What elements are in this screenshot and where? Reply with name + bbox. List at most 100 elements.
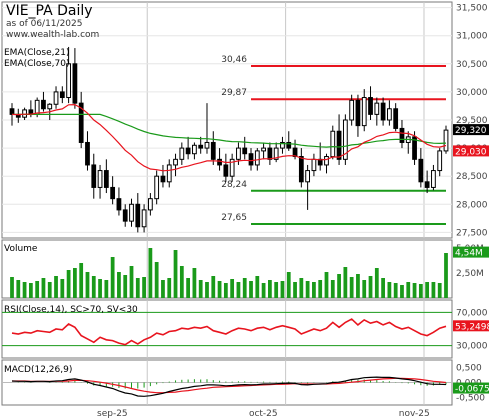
volume-bar-5 [41,278,46,298]
volume-bar-35 [230,279,235,298]
volume-bar-30 [198,280,203,298]
volume-bar-68 [437,283,442,298]
macd-main-line [11,376,447,397]
candle-body-64 [412,136,417,160]
volume-bar-61 [393,283,398,298]
candle-body-4 [34,99,40,115]
level-label-0: 30,46 [221,55,247,65]
volume-bar-63 [406,282,411,298]
rsi-tick-0: 70,000 [456,308,488,318]
candle-body-55 [355,99,361,127]
price-tick-6: 28,500 [456,172,488,182]
volume-bar-56 [362,280,367,298]
volume-bar-33 [217,281,222,298]
candle-body-62 [399,127,405,143]
candle-body-5 [41,99,46,110]
macd-label: MACD(12,26,9) [4,365,72,375]
candle-body-27 [179,147,185,160]
last-price-tag-bg [453,124,489,136]
candle-body-53 [342,119,348,160]
rsi-label: RSI(Close,14), SC>70, SV<30 [4,305,138,315]
volume-bar-48 [312,282,316,298]
volume-bar-64 [412,283,417,298]
candle-body-19 [129,203,134,222]
volume-bar-6 [47,282,52,298]
candle-body-43 [280,141,285,149]
volume-bars [10,248,448,298]
candle-body-10 [72,63,78,104]
candlesticks [9,46,449,233]
volume-bar-19 [129,266,134,298]
volume-bar-1 [16,280,21,298]
volume-bar-62 [400,285,404,298]
candle-body-31 [204,141,210,149]
volume-bar-39 [255,276,260,298]
volume-bar-50 [324,272,329,298]
price-tick-8: 27,500 [456,228,488,238]
price-tick-2: 30,500 [456,60,488,70]
candle-body-17 [116,198,122,211]
volume-bar-17 [117,272,121,298]
candle-body-6 [47,103,53,110]
volume-bar-67 [431,282,436,298]
candle-body-57 [368,97,373,115]
candle-body-9 [66,63,71,99]
legend-ema70: EMA(Close,70) [4,59,69,69]
volume-bar-32 [211,276,216,298]
volume-bar-27 [179,266,184,298]
rsi-polyline [11,318,447,346]
volume-bar-29 [192,268,197,298]
candle-body-37 [242,147,248,155]
ema21-tag-bg [453,145,489,157]
volume-bar-52 [337,274,341,298]
volume-bar-59 [381,278,385,298]
volume-bar-9 [66,270,71,298]
candle-body-67 [431,170,436,188]
candle-body-26 [173,158,178,166]
candle-body-61 [393,108,399,129]
rsi-line [2,311,452,347]
candle-body-58 [374,102,380,115]
candle-body-7 [53,91,59,105]
candle-body-20 [135,203,141,228]
candle-body-33 [217,158,222,166]
candle-body-60 [387,108,392,121]
y-axis-labels: 31,50031,00030,50030,00029,50029,00028,5… [453,4,492,404]
candle-body-29 [192,144,197,155]
volume-bar-57 [368,276,373,298]
volume-bar-10 [73,268,77,298]
volume-bar-41 [267,280,272,298]
macd-last-tag: -0,0675 [455,385,490,395]
macd-lines [2,376,452,397]
candle-body-11 [78,102,84,143]
site-url: www.wealth-lab.com [6,30,99,40]
volume-tick-1: 2,50M [456,269,484,279]
ema21-tag: 29,030 [455,147,487,157]
ema70-line [12,113,447,148]
candle-body-21 [141,209,147,228]
volume-bar-23 [154,262,159,298]
candle-body-23 [154,175,160,200]
price-tick-0: 31,500 [456,4,488,14]
volume-bar-36 [236,282,241,298]
candle-body-32 [210,141,216,160]
candle-body-18 [122,209,128,222]
candle-body-51 [330,130,336,158]
volume-bar-51 [330,280,335,298]
volume-bar-69 [444,253,448,298]
volume-bar-54 [349,277,354,298]
candle-body-24 [160,175,166,183]
x-label-0: sep-25 [97,409,128,419]
macd-tick-2: -0,500 [456,394,485,404]
volume-bar-11 [79,263,84,298]
volume-bar-34 [223,283,228,298]
candle-body-41 [267,147,273,160]
volume-bar-53 [343,267,348,298]
candle-body-0 [9,108,15,115]
volume-label: Volume [4,244,38,254]
ema-lines [11,103,447,172]
candle-body-44 [286,141,292,149]
chart-title: VIE_PA Daily [6,3,93,19]
volume-bar-12 [85,272,90,298]
